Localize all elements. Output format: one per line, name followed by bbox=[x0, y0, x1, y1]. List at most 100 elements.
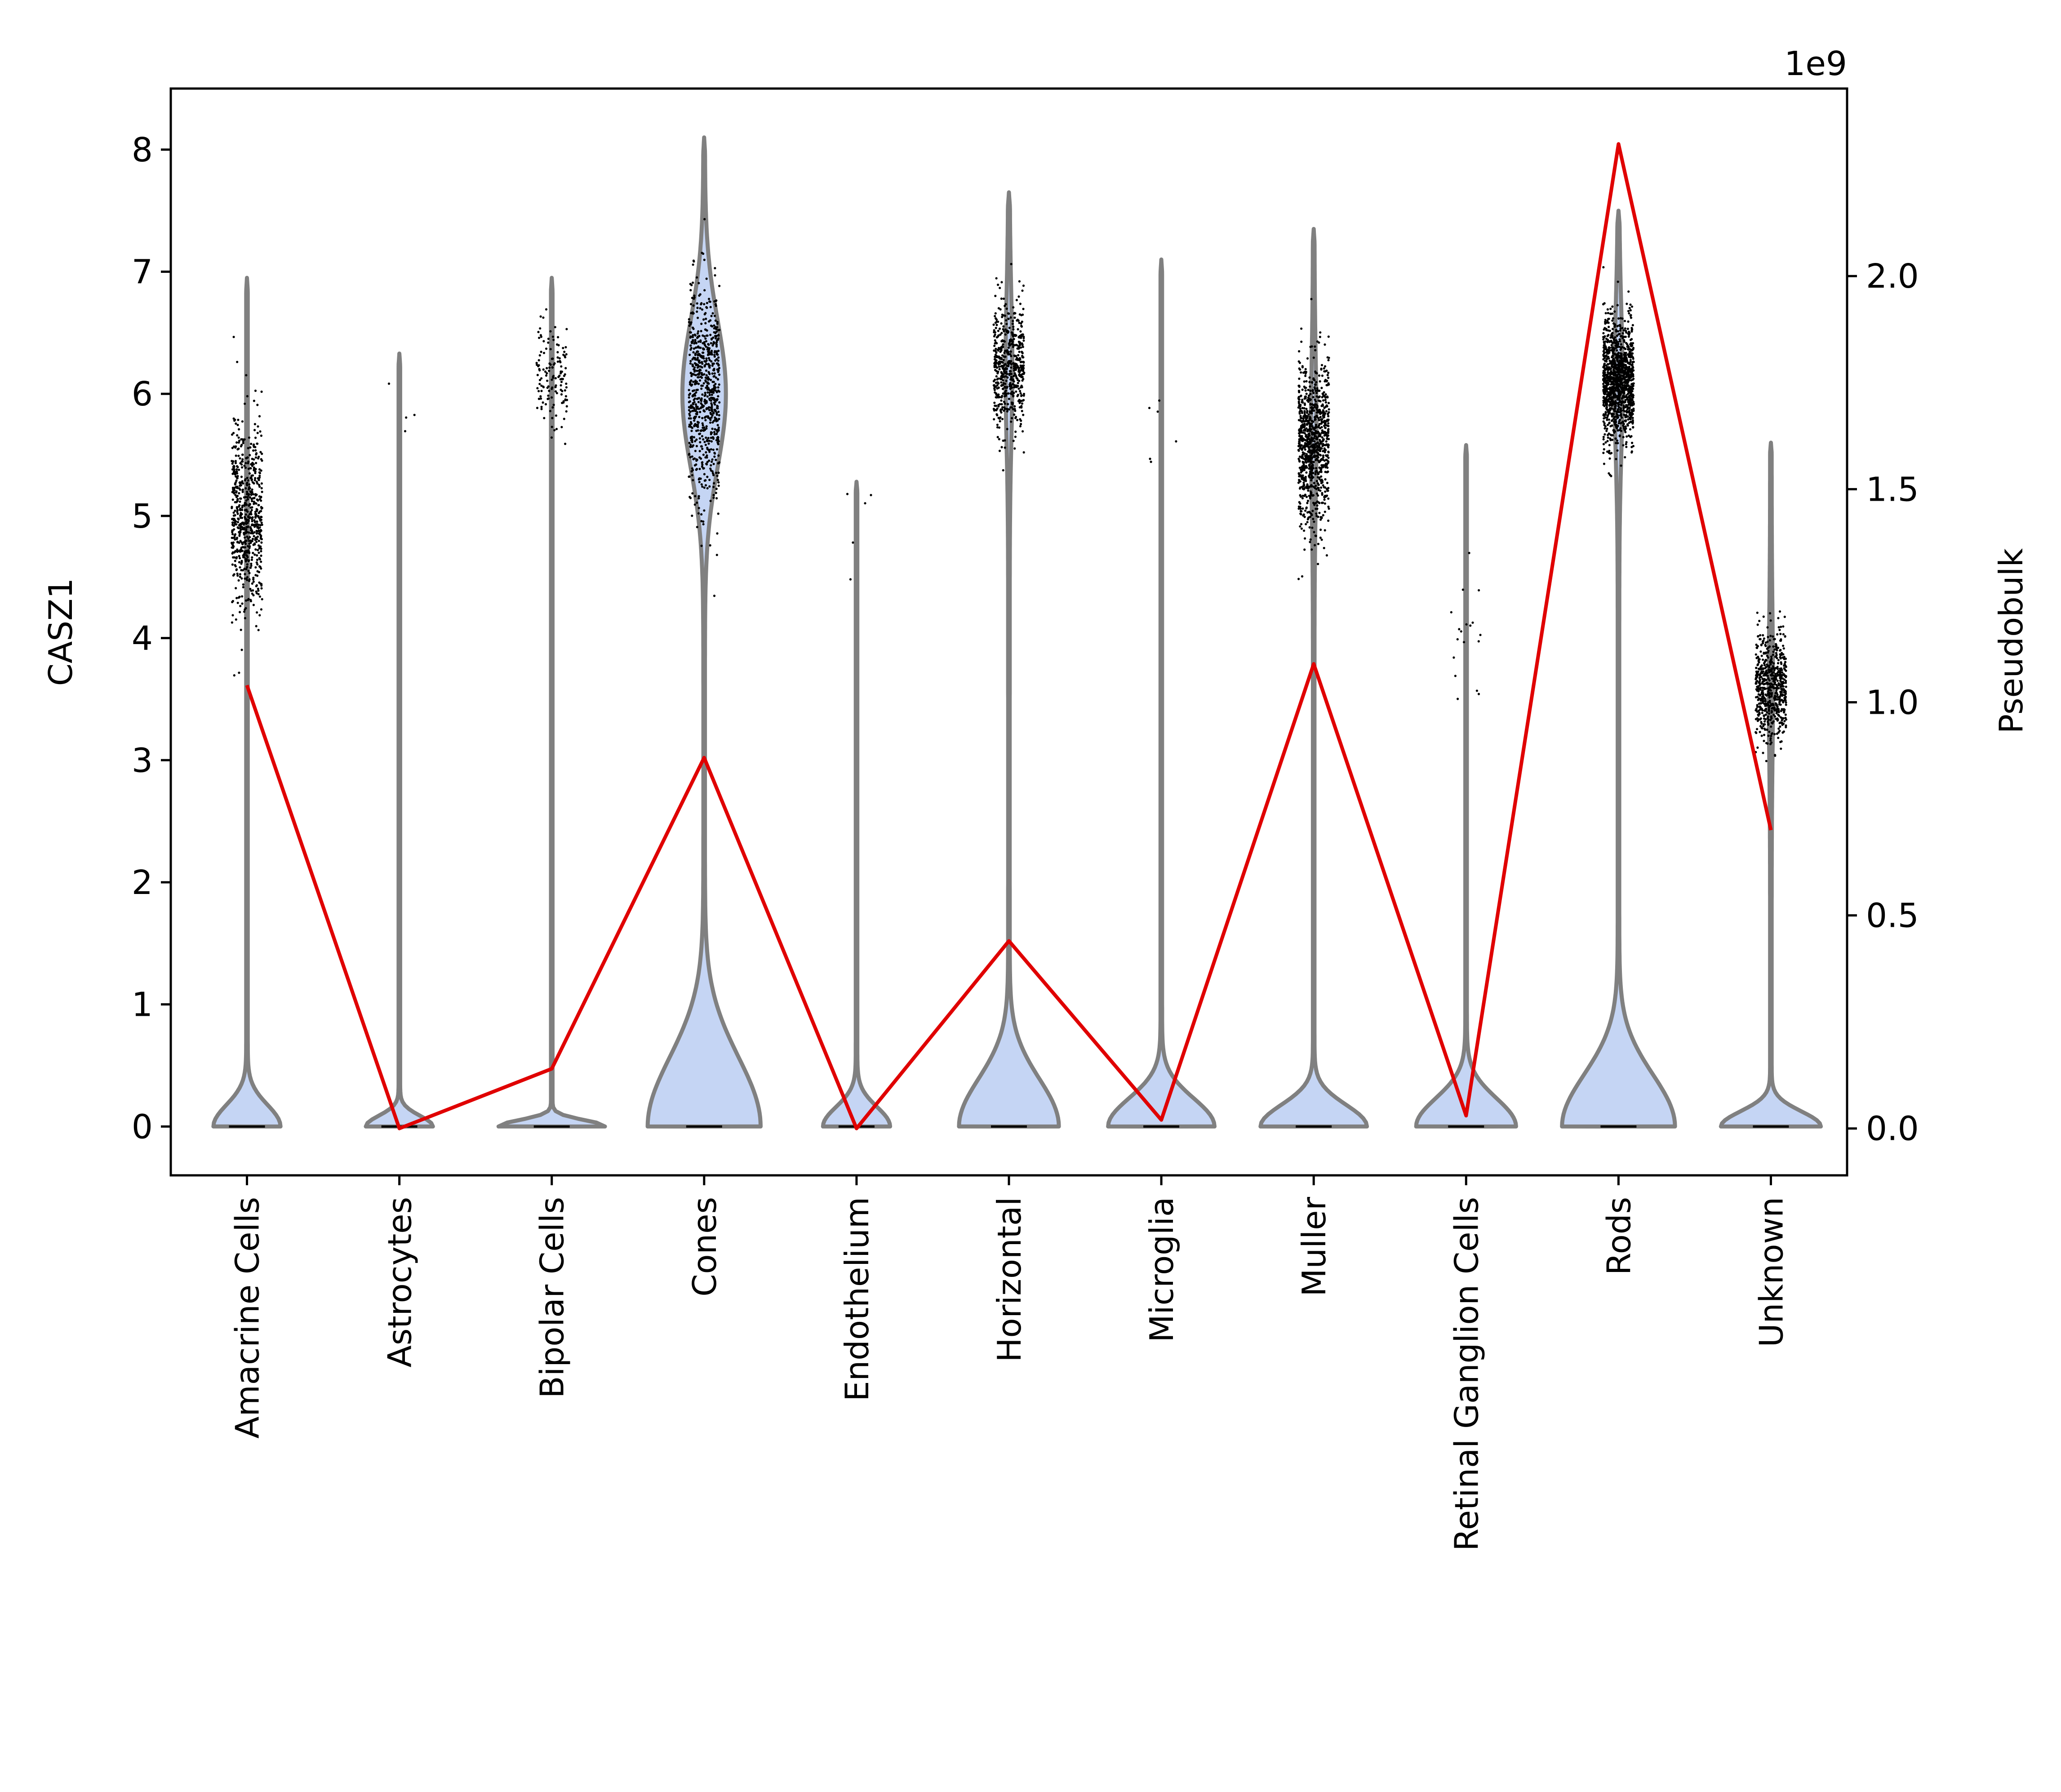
data-point bbox=[235, 597, 238, 600]
data-point bbox=[1301, 465, 1304, 468]
data-point bbox=[714, 416, 716, 419]
data-point bbox=[1022, 394, 1025, 397]
data-point bbox=[1312, 494, 1315, 497]
data-point bbox=[706, 440, 708, 442]
data-point bbox=[239, 507, 242, 510]
data-point bbox=[1326, 424, 1329, 427]
data-point bbox=[540, 351, 542, 353]
data-point bbox=[689, 303, 693, 306]
data-point bbox=[1776, 732, 1778, 735]
data-point bbox=[1613, 342, 1617, 344]
data-point bbox=[1612, 376, 1615, 379]
data-point bbox=[695, 405, 697, 408]
data-point bbox=[1323, 424, 1326, 427]
data-point bbox=[708, 450, 711, 453]
data-point bbox=[1303, 548, 1306, 551]
data-point bbox=[1328, 356, 1330, 359]
data-point bbox=[1773, 638, 1776, 640]
data-point bbox=[1627, 391, 1630, 394]
data-point bbox=[691, 492, 694, 495]
data-point bbox=[238, 561, 241, 564]
data-point bbox=[701, 485, 704, 488]
data-point bbox=[699, 411, 702, 414]
data-point bbox=[705, 357, 708, 360]
data-point bbox=[1631, 399, 1634, 401]
data-point bbox=[714, 389, 717, 392]
data-point bbox=[708, 298, 711, 300]
data-point bbox=[234, 462, 237, 464]
data-point bbox=[1608, 346, 1611, 349]
data-point bbox=[1630, 329, 1633, 332]
data-point bbox=[236, 574, 239, 577]
data-point bbox=[1000, 340, 1003, 342]
data-point bbox=[1312, 443, 1315, 446]
data-point bbox=[1625, 414, 1628, 417]
data-point bbox=[247, 545, 249, 547]
data-point bbox=[542, 340, 545, 342]
data-point bbox=[248, 486, 251, 489]
data-point bbox=[702, 467, 705, 470]
data-point bbox=[711, 421, 714, 424]
data-point bbox=[551, 335, 554, 338]
data-point bbox=[249, 566, 252, 569]
data-point bbox=[1327, 402, 1330, 405]
data-point bbox=[1602, 443, 1605, 445]
data-point bbox=[537, 331, 540, 333]
data-point bbox=[1762, 615, 1765, 618]
data-point bbox=[1314, 471, 1317, 473]
data-point bbox=[1306, 357, 1309, 360]
data-point bbox=[254, 389, 257, 392]
data-point bbox=[234, 514, 236, 516]
data-point bbox=[231, 460, 233, 462]
data-point bbox=[696, 526, 698, 529]
data-point bbox=[255, 462, 258, 464]
data-point bbox=[1756, 705, 1759, 708]
data-point bbox=[1014, 430, 1017, 433]
data-point bbox=[1619, 368, 1621, 370]
data-point bbox=[1326, 395, 1329, 398]
data-point bbox=[549, 409, 551, 413]
data-point bbox=[1630, 409, 1633, 411]
data-point bbox=[691, 445, 694, 448]
data-point bbox=[546, 379, 549, 382]
data-point bbox=[1301, 365, 1304, 368]
data-point bbox=[1619, 400, 1621, 403]
data-point bbox=[1623, 320, 1626, 322]
data-point bbox=[1759, 718, 1762, 721]
data-point bbox=[1309, 473, 1311, 476]
data-point bbox=[697, 495, 700, 498]
data-point bbox=[561, 390, 564, 392]
data-point bbox=[1016, 418, 1019, 422]
data-point bbox=[256, 404, 259, 406]
data-point bbox=[1782, 633, 1785, 636]
violin-5 bbox=[957, 190, 1061, 1129]
data-point bbox=[1624, 364, 1627, 366]
data-point bbox=[1011, 391, 1013, 393]
data-point bbox=[1627, 418, 1630, 421]
data-point bbox=[244, 617, 247, 619]
data-point bbox=[236, 475, 239, 477]
data-point bbox=[1003, 400, 1005, 403]
data-point bbox=[535, 362, 538, 365]
data-point bbox=[254, 456, 258, 459]
data-point bbox=[1770, 661, 1773, 663]
data-point bbox=[1759, 634, 1762, 636]
data-point bbox=[998, 449, 1001, 452]
data-point bbox=[249, 496, 252, 499]
data-point bbox=[713, 431, 716, 433]
data-point bbox=[1625, 329, 1627, 332]
data-point bbox=[258, 484, 261, 486]
data-point bbox=[249, 454, 251, 457]
data-point bbox=[1303, 385, 1306, 388]
data-point bbox=[713, 399, 715, 401]
data-point bbox=[1621, 360, 1624, 363]
data-point bbox=[540, 377, 543, 380]
data-point bbox=[992, 380, 995, 382]
data-point bbox=[1756, 623, 1759, 626]
data-point bbox=[1616, 398, 1619, 401]
data-point bbox=[715, 413, 718, 416]
data-point bbox=[1629, 359, 1632, 361]
data-point bbox=[1304, 374, 1307, 377]
data-point bbox=[688, 394, 690, 396]
data-point bbox=[691, 358, 694, 360]
